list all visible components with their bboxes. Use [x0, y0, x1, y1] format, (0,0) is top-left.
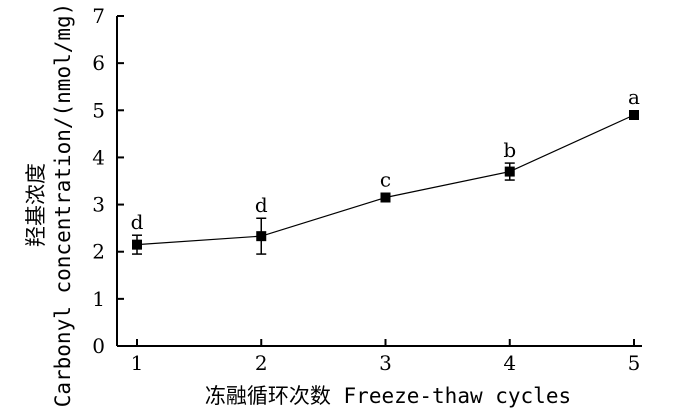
significance-label: b: [503, 138, 516, 162]
x-tick-label: 3: [379, 351, 392, 375]
y-tick-label: 0: [92, 334, 105, 358]
x-tick-label: 2: [255, 351, 268, 375]
axes: [116, 16, 642, 347]
y-axis-title-chinese: 羟基浓度: [24, 163, 48, 247]
y-axis-title-english: Carbonyl concentration/(nmol/mg): [51, 3, 75, 408]
y-ticks: 0 1 2 3 4 5 6 7: [92, 4, 124, 358]
data-point: [256, 231, 267, 242]
data-point: [380, 192, 391, 203]
y-tick-label: 1: [92, 287, 105, 311]
significance-label: d: [255, 193, 268, 217]
y-tick-label: 7: [92, 4, 105, 28]
y-tick-label: 2: [92, 240, 105, 264]
x-ticks: 1 2 3 4 5: [131, 339, 641, 375]
y-tick-label: 6: [92, 51, 105, 75]
significance-label: d: [131, 210, 144, 234]
data-point: [629, 110, 639, 120]
series-layer: d d c b a: [131, 85, 640, 255]
y-tick-label: 4: [92, 145, 105, 169]
x-axis-title: 冻融循环次数 Freeze-thaw cycles: [205, 384, 571, 408]
x-tick-label: 4: [503, 351, 516, 375]
x-tick-label: 1: [131, 351, 144, 375]
significance-label: c: [380, 168, 391, 192]
data-point: [504, 166, 515, 177]
y-tick-label: 3: [92, 193, 105, 217]
y-tick-label: 5: [92, 98, 105, 122]
data-point: [132, 239, 142, 250]
x-tick-label: 5: [628, 351, 641, 375]
significance-label: a: [628, 85, 640, 109]
